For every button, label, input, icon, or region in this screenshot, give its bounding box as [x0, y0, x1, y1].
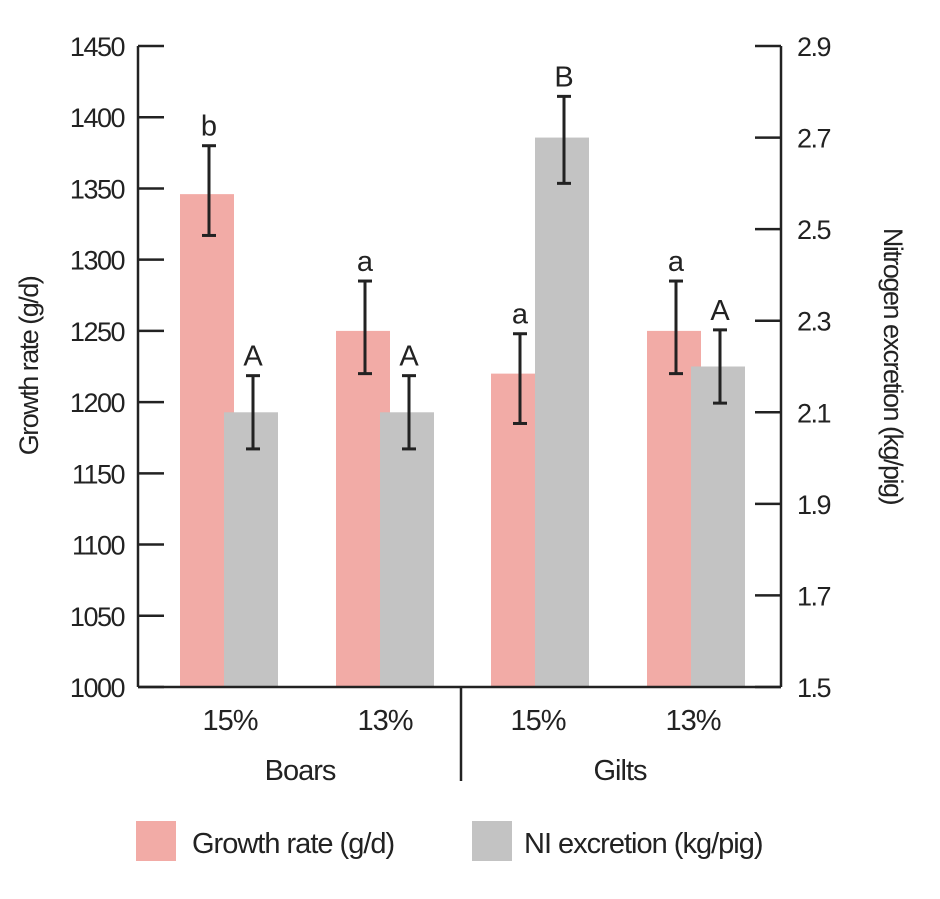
left-tick-label-1050: 1050 [70, 602, 125, 632]
sig-label-growth-rate-4: a [668, 246, 685, 278]
bar-ni-excretion-2 [380, 412, 434, 687]
right-tick-label-2.5: 2.5 [797, 215, 831, 245]
left-tick-label-1450: 1450 [70, 32, 125, 62]
sig-label-ni-excretion-2: A [399, 341, 419, 373]
sig-label-ni-excretion-3: B [554, 61, 573, 93]
left-tick-label-1200: 1200 [70, 388, 125, 418]
group-label-gilts: Gilts [594, 755, 648, 787]
sig-label-growth-rate-3: a [512, 299, 529, 331]
sig-label-growth-rate-1: b [201, 111, 217, 143]
left-tick-label-1150: 1150 [72, 459, 125, 489]
category-label-3: 15% [510, 705, 565, 737]
legend-label-growth-rate: Growth rate (g/d) [192, 828, 394, 860]
category-label-4: 13% [665, 705, 720, 737]
left-tick-label-1100: 1100 [72, 531, 125, 561]
right-axis-title: Nitrogen excretion (kg/pig) [878, 228, 908, 505]
sig-label-ni-excretion-4: A [710, 295, 730, 327]
legend-label-ni-excretion: NI excretion (kg/pig) [524, 828, 763, 860]
right-tick-label-1.9: 1.9 [797, 490, 831, 520]
legend-swatch-ni-excretion [472, 821, 512, 861]
legend-swatch-growth-rate [136, 821, 176, 861]
left-tick-label-1350: 1350 [70, 174, 125, 204]
group-label-boars: Boars [265, 755, 336, 787]
left-tick-label-1300: 1300 [70, 246, 125, 276]
bar-ni-excretion-3 [535, 137, 589, 688]
right-tick-label-2.3: 2.3 [797, 307, 831, 337]
right-tick-label-2.9: 2.9 [797, 32, 831, 62]
left-axis-title: Growth rate (g/d) [14, 276, 44, 455]
sig-label-growth-rate-2: a [357, 246, 374, 278]
sig-label-ni-excretion-1: A [243, 341, 263, 373]
category-label-2: 13% [357, 705, 412, 737]
right-tick-label-1.5: 1.5 [797, 673, 831, 703]
left-tick-label-1400: 1400 [70, 103, 125, 133]
right-tick-label-1.7: 1.7 [797, 581, 831, 611]
bar-ni-excretion-1 [224, 412, 278, 687]
right-tick-label-2.7: 2.7 [797, 124, 831, 154]
category-label-1: 15% [202, 705, 257, 737]
right-tick-label-2.1: 2.1 [797, 398, 831, 428]
left-tick-label-1000: 1000 [70, 673, 125, 703]
bar-ni-excretion-4 [691, 366, 745, 687]
left-tick-label-1250: 1250 [70, 317, 125, 347]
